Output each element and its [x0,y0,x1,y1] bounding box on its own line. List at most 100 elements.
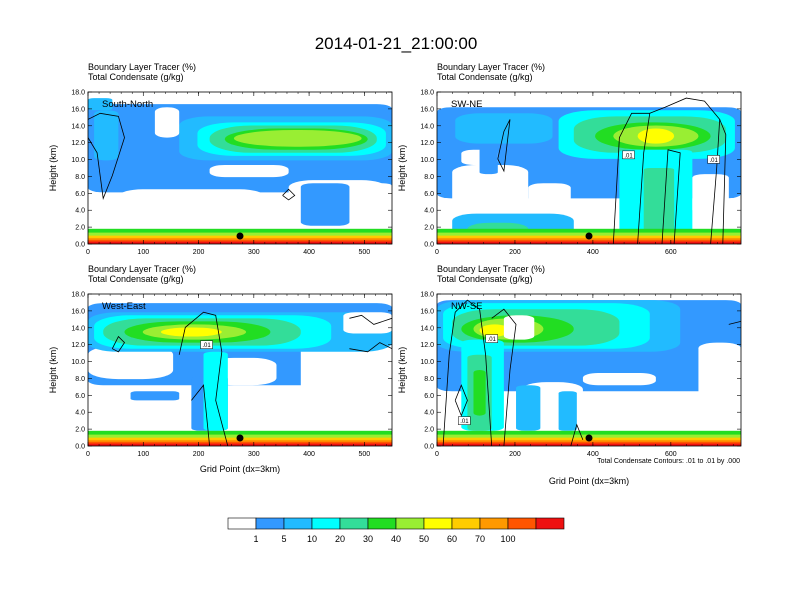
tracer-region [130,391,180,401]
y-tick-label: 4.0 [75,208,85,215]
y-tick-label: 2.0 [75,427,85,434]
tracer-region [558,391,577,431]
y-tick-label: 10.0 [71,359,85,366]
condensate-contour [442,299,493,446]
y-tick-label: 2.0 [424,225,434,232]
site-marker [585,232,593,240]
y-tick-label: 8.0 [424,376,434,383]
y-tick-label: 10.0 [420,359,434,366]
y-tick-label: 8.0 [75,376,85,383]
tracer-region [160,327,222,337]
colorbar-label: 60 [447,534,457,544]
condensate-contour [88,112,125,200]
y-tick-label: 4.0 [424,410,434,417]
condensate-contour [111,335,126,353]
plot-frame [436,293,742,447]
tracer-region [209,164,289,178]
y-axis-label: Height (km) [48,145,58,192]
y-tick-label: 0.0 [424,444,434,451]
x-axis-label: Grid Point (dx=3km) [549,476,629,486]
tracer-region [698,342,741,428]
y-tick-label: 6.0 [424,191,434,198]
colorbar-swatch [423,517,453,530]
y-tick-label: 12.0 [420,140,434,147]
tracer-region [643,168,675,232]
x-tick-label: 500 [359,249,371,256]
condensate-contour [191,384,210,446]
condensate-contour [491,308,517,446]
y-tick-label: 18.0 [71,90,85,97]
site-marker [585,434,593,442]
tracer-field: .01 .01 [437,92,741,244]
y-tick-label: 18.0 [420,292,434,299]
contour-label: .01 [458,416,471,425]
x-tick-label: 400 [303,451,315,458]
tracer-region [233,400,301,431]
x-tick-label: 200 [193,249,205,256]
y-tick-label: 18.0 [71,292,85,299]
figure-title: 2014-01-21_21:00:00 [315,34,478,53]
condensate-contour [661,149,681,244]
condensate-contour [454,384,468,417]
tracer-region [637,128,675,144]
colorbar-swatch [479,517,509,530]
x-tick-label: 600 [665,249,677,256]
colorbar-swatch [339,517,369,530]
panels-group: 0 100 200 300 400 500 0.0 2.0 4.0 6.0 8.0 10.0 12.0 1… [48,62,742,486]
panel-subtitle-tracer: Boundary Layer Tracer (%) [437,62,545,72]
condensate-contour [349,342,392,353]
colorbar-swatch [311,517,341,530]
condensate-contour [612,112,651,244]
tracer-region [203,351,228,431]
colorbar-swatch [283,517,313,530]
tracer-region [154,107,180,138]
y-tick-label: 12.0 [420,342,434,349]
colorbar-swatch [255,517,285,530]
svg-text:.01: .01 [488,337,497,343]
plot-frame [436,91,742,245]
y-tick-label: 6.0 [75,191,85,198]
tracer-region [343,312,392,334]
y-tick-label: 6.0 [75,393,85,400]
tracer-region [692,174,729,214]
tracer-region [233,130,362,147]
x-tick-label: 600 [665,451,677,458]
condensate-contour [649,97,721,244]
colorbar-swatch [395,517,425,530]
y-tick-label: 12.0 [71,140,85,147]
tracer-field: .01 .01 [437,294,741,446]
tracer-region [516,385,541,431]
site-marker [236,232,244,240]
y-tick-label: 6.0 [424,393,434,400]
tracer-region [88,98,113,111]
y-tick-label: 0.0 [75,242,85,249]
svg-text:.01: .01 [624,153,633,159]
y-tick-label: 4.0 [75,410,85,417]
x-tick-label: 200 [509,451,521,458]
panel-direction-label: South-North [102,99,153,110]
y-tick-label: 16.0 [420,106,434,113]
colorbar-label: 40 [391,534,401,544]
condensate-contour [728,321,741,325]
tracer-region [300,339,392,428]
plot-frame [87,91,393,245]
colorbar-label: 100 [500,534,515,544]
y-tick-label: 2.0 [75,225,85,232]
tracer-region [607,394,693,413]
colorbar-label: 30 [363,534,373,544]
colorbar-swatch [535,517,565,530]
tracer-field [88,92,392,244]
x-tick-label: 0 [86,451,90,458]
panel-direction-label: NW-SE [451,301,483,312]
x-tick-label: 400 [303,249,315,256]
panel-subtitle-condensate: Total Condensate (g/kg) [437,72,533,82]
panel-subtitle-tracer: Boundary Layer Tracer (%) [437,264,545,274]
y-tick-label: 0.0 [75,444,85,451]
x-tick-label: 0 [435,451,439,458]
x-tick-label: 400 [587,249,599,256]
x-tick-label: 300 [248,451,260,458]
panel-subtitle-tracer: Boundary Layer Tracer (%) [88,264,196,274]
contour-note: Total Condensate Contours: .01 to .01 by… [597,458,740,465]
condensate-contour [570,423,584,446]
panel-nw-se: .01 .01 0 200 400 600 0.0 2.0 4.0 6.0 8.0 10.0 12.0 1… [397,264,742,486]
